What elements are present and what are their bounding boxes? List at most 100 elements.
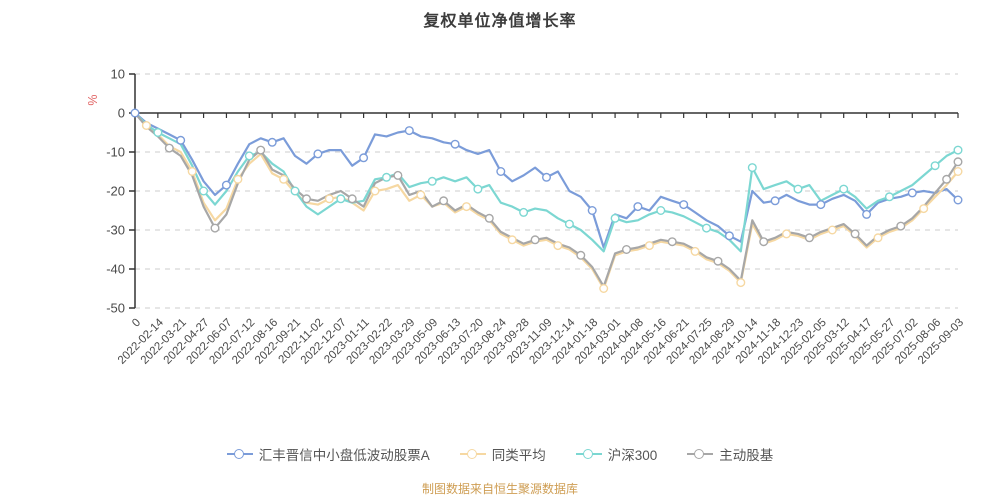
series-marker-fund [679, 200, 689, 210]
series-marker-active-equity [713, 256, 723, 266]
series-line-active-equity [133, 111, 960, 288]
series-marker-active-equity [393, 170, 403, 180]
chart-title: 复权单位净值增长率 [423, 13, 577, 30]
series-marker-peer-average [416, 190, 426, 200]
legend-item-fund[interactable]: 汇丰晋信中小盘低波动股票A [226, 444, 430, 464]
series-marker-peer-average [873, 233, 883, 243]
series-marker-peer-average [507, 235, 517, 245]
series-marker-fund [221, 180, 231, 190]
series-marker-active-equity [164, 143, 174, 153]
series-marker-fund [633, 202, 643, 212]
legend-line-marker-icon [575, 448, 602, 460]
legend-label: 沪深300 [607, 448, 658, 463]
series-marker-fund [404, 126, 414, 136]
series-marker-peer-average [919, 204, 929, 214]
series-marker-active-equity [667, 237, 677, 247]
series-marker-peer-average [141, 120, 151, 130]
series-marker-csi300 [519, 207, 529, 217]
series-marker-csi300 [290, 186, 300, 196]
series-marker-peer-average [187, 166, 197, 176]
legend-label: 汇丰晋信中小盘低波动股票A [258, 448, 430, 463]
series-marker-peer-average [599, 284, 609, 294]
series-marker-csi300 [930, 161, 940, 171]
series-marker-csi300 [884, 192, 894, 202]
series-marker-active-equity [850, 229, 860, 239]
legend-line-marker-icon [226, 448, 253, 460]
growth-line-chart: 100-10-20-30-40-50%02022-02-142022-03-21… [86, 67, 966, 367]
series-marker-peer-average [644, 241, 654, 251]
series-marker-active-equity [210, 223, 220, 233]
series-marker-csi300 [382, 172, 392, 182]
series-marker-active-equity [896, 221, 906, 231]
series-marker-peer-average [553, 241, 563, 251]
series-marker-active-equity [347, 194, 357, 204]
legend-item-csi300[interactable]: 沪深300 [575, 444, 658, 464]
series-marker-csi300 [747, 163, 757, 173]
series-marker-peer-average [324, 194, 334, 204]
series-marker-peer-average [462, 202, 472, 212]
series-marker-csi300 [153, 127, 163, 137]
series-marker-peer-average [690, 246, 700, 256]
y-tick-label: -10 [106, 145, 125, 160]
series-marker-csi300 [564, 219, 574, 229]
series-marker-csi300 [702, 223, 712, 233]
series-marker-peer-average [233, 174, 243, 184]
series-marker-active-equity [530, 235, 540, 245]
series-marker-csi300 [427, 176, 437, 186]
series-marker-fund [542, 172, 552, 182]
series-marker-csi300 [839, 184, 849, 194]
series-marker-csi300 [793, 184, 803, 194]
data-source-note: 制图数据来自恒生聚源数据库 [421, 482, 578, 496]
series-marker-csi300 [473, 184, 483, 194]
legend-label: 同类平均 [491, 448, 546, 463]
series-marker-fund [450, 139, 460, 149]
x-tick-label: 0 [130, 317, 143, 330]
series-marker-active-equity [804, 233, 814, 243]
series-marker-peer-average [279, 174, 289, 184]
series-marker-fund [313, 149, 323, 159]
legend-item-peer-average[interactable]: 同类平均 [459, 444, 546, 464]
y-tick-label: -20 [106, 184, 125, 199]
legend-line-marker-icon [459, 448, 486, 460]
series-marker-active-equity [622, 244, 632, 254]
series-marker-fund [724, 231, 734, 241]
series-marker-csi300 [244, 151, 254, 161]
legend-line-marker-icon [687, 448, 714, 460]
y-tick-label: 10 [111, 67, 125, 82]
legend-item-active-equity[interactable]: 主动股基 [687, 444, 773, 464]
y-tick-label: -50 [106, 301, 125, 316]
series-marker-fund [359, 153, 369, 163]
series-marker-active-equity [302, 194, 312, 204]
series-marker-active-equity [484, 213, 494, 223]
series-marker-fund [496, 166, 506, 176]
series-marker-fund [862, 209, 872, 219]
series-marker-csi300 [656, 205, 666, 215]
y-tick-label: -30 [106, 223, 125, 238]
series-marker-fund [816, 200, 826, 210]
series-marker-peer-average [736, 278, 746, 288]
series-marker-csi300 [336, 194, 346, 204]
series-marker-peer-average [953, 166, 963, 176]
series-marker-fund [770, 196, 780, 206]
series-marker-fund [130, 108, 140, 118]
series-marker-peer-average [782, 229, 792, 239]
series-marker-fund [587, 205, 597, 215]
series-marker-peer-average [827, 225, 837, 235]
series-marker-active-equity [439, 196, 449, 206]
series-marker-active-equity [576, 250, 586, 260]
legend-label: 主动股基 [719, 448, 774, 463]
chart-legend: 汇丰晋信中小盘低波动股票A 同类平均 沪深300 主动股基 [0, 444, 1000, 464]
series-marker-active-equity [953, 157, 963, 167]
series-marker-csi300 [610, 213, 620, 223]
series-marker-active-equity [759, 237, 769, 247]
series-marker-active-equity [256, 145, 266, 155]
series-marker-fund [953, 195, 963, 205]
y-tick-label: 0 [118, 106, 125, 121]
series-marker-fund [176, 135, 186, 145]
y-tick-label: -40 [106, 262, 125, 277]
y-axis-unit-label: % [86, 94, 100, 105]
series-marker-fund [907, 188, 917, 198]
series-marker-active-equity [942, 174, 952, 184]
series-marker-csi300 [199, 186, 209, 196]
